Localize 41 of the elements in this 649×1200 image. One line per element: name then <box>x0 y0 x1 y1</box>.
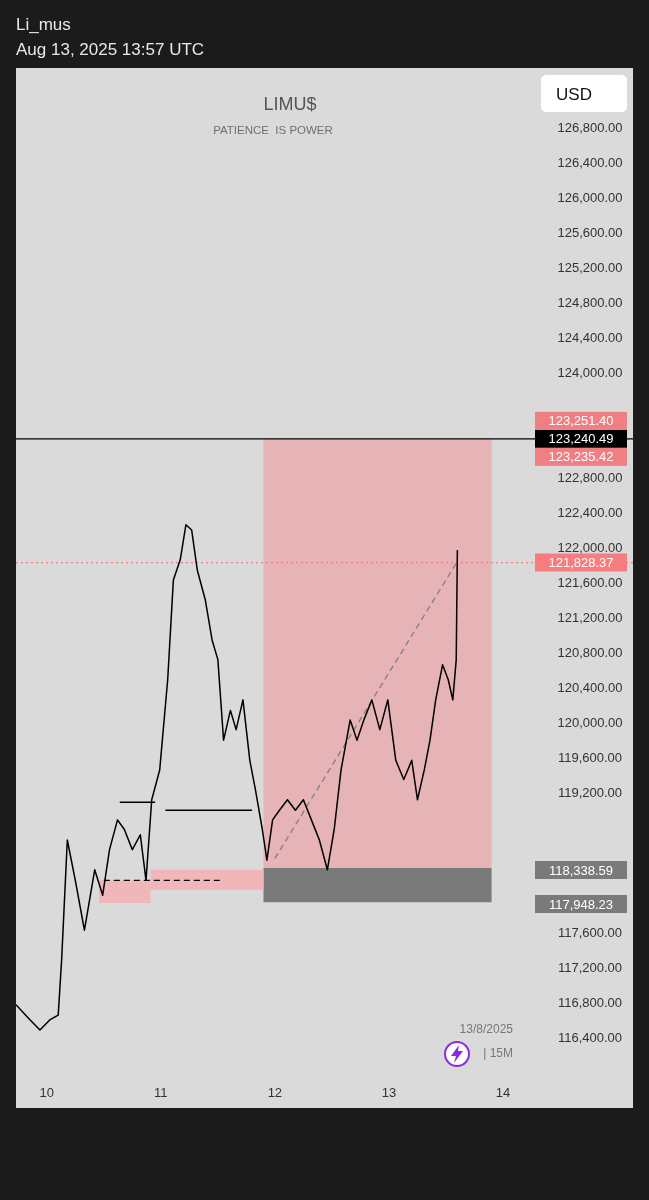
x-tick-label: 12 <box>267 1085 283 1100</box>
y-tick-label: 117,200.00 <box>557 960 623 976</box>
y-tick-label: 116,400.00 <box>557 1030 623 1046</box>
y-tick-label: 116,800.00 <box>557 995 623 1011</box>
y-tick-label: 126,400.00 <box>557 154 623 170</box>
line-series <box>16 523 459 1031</box>
y-tick-label: 124,800.00 <box>557 294 623 310</box>
y-tick-label: 117,600.00 <box>557 925 623 941</box>
y-tick-label: 122,400.00 <box>557 504 623 520</box>
y-tick-label: 124,400.00 <box>557 329 623 345</box>
y-tick-label: 122,000.00 <box>557 539 623 555</box>
y-tick-label: 125,600.00 <box>557 224 623 240</box>
text: Aug 13, 2025 13:57 UTC <box>16 40 205 59</box>
y-tick-label: 121,600.00 <box>557 575 623 591</box>
x-tick-label: 10 <box>39 1085 55 1100</box>
annotation: 118,338.59 <box>548 862 614 878</box>
y-tick-label: 120,400.00 <box>557 680 623 696</box>
y-tick-label: 120,800.00 <box>557 645 623 661</box>
y-tick-label: 125,200.00 <box>557 259 623 275</box>
y-tick-label: 126,800.00 <box>557 119 623 135</box>
ref-line-label: 123,240.49 <box>548 431 614 447</box>
y-tick-label: 126,000.00 <box>557 189 623 205</box>
x-tick-label: 14 <box>495 1085 511 1100</box>
y-tick-label: 124,000.00 <box>557 364 623 380</box>
annotation: 123,251.40 <box>548 413 614 429</box>
annotation: USD <box>556 85 592 104</box>
y-tick-label: 119,200.00 <box>557 785 623 801</box>
annotation: | 15M <box>483 1046 513 1060</box>
annotation: 117,948.23 <box>548 896 614 912</box>
y-tick-label: 120,000.00 <box>557 715 623 731</box>
text: LIMU$ <box>263 94 317 114</box>
x-tick-label: 13 <box>381 1085 397 1100</box>
annotation: 13/8/2025 <box>459 1022 514 1036</box>
x-tick-label: 11 <box>154 1085 168 1100</box>
text: PATIENCE IS POWER <box>213 124 333 136</box>
y-tick-label: 122,800.00 <box>557 469 623 485</box>
text: Li_mus <box>16 15 71 34</box>
y-tick-label: 121,200.00 <box>557 610 623 626</box>
y-tick-label: 119,600.00 <box>557 750 623 766</box>
ref-line-label: 121,828.37 <box>548 555 614 571</box>
annotation: 123,235.42 <box>548 449 614 465</box>
